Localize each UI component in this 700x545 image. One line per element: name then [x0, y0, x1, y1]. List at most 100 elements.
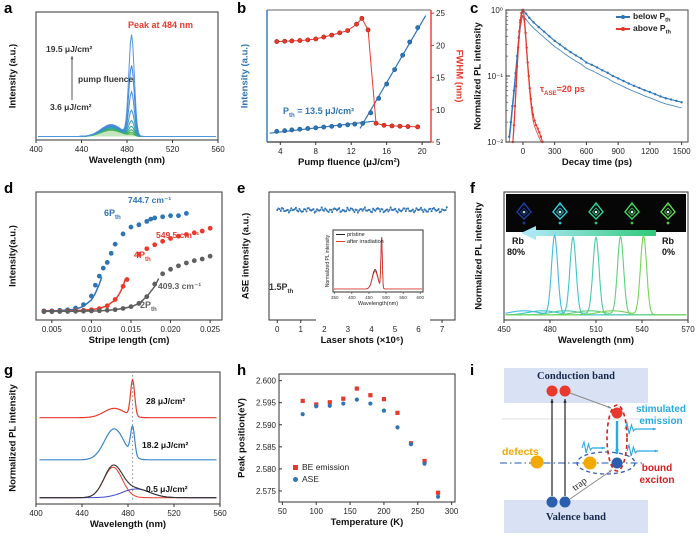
panel-h-letter: h: [237, 362, 247, 379]
legend-after-irradiation: after irradiation: [336, 238, 384, 245]
legend-line-blue-icon: [616, 15, 630, 19]
svg-text:1500: 1500: [673, 147, 691, 156]
gain-2pth-label: 409.3 cm⁻¹: [158, 281, 202, 291]
panel-c: 0 300 600 900 1200 1500 10⁰ 10⁻¹ 10⁻² c Normaliz…: [466, 0, 700, 180]
svg-text:570: 570: [681, 325, 695, 334]
svg-text:12: 12: [347, 147, 356, 156]
panel-d-xlabel: Stripe length (cm): [88, 335, 170, 346]
svg-text:0: 0: [521, 147, 526, 156]
panel-f-letter: f: [470, 180, 475, 197]
panel-e-xlabel: Laser shots (×10⁶): [320, 335, 404, 346]
svg-text:560: 560: [211, 145, 225, 154]
gain-4pth-label: 549.5 cm⁻¹: [156, 230, 200, 240]
svg-text:480: 480: [543, 325, 557, 334]
panel-h-plot: 50 100 150 200 250 300 2.575 2.580 2.585 2.590 2.5…: [256, 373, 459, 516]
panel-a: 400 440 480 520 560 a Intensity (a.u.) Wavel…: [0, 0, 233, 180]
panel-c-ylabel: Normalized PL intensity: [472, 22, 484, 130]
svg-text:0.025: 0.025: [200, 325, 221, 334]
inset-ylabel: Normalized PL intensity: [325, 234, 331, 288]
stimulated-emission-label: stimulated emission: [621, 404, 700, 428]
panel-g-plot: 400 440 480 520 560: [29, 371, 227, 518]
panel-e-ylabel: ASE intensity (a.u.): [240, 212, 252, 300]
svg-text:8: 8: [314, 147, 319, 156]
svg-text:1: 1: [299, 325, 304, 334]
gain-6pth-label: 744.7 cm⁻¹: [128, 195, 172, 205]
svg-text:400: 400: [29, 145, 43, 154]
svg-text:150: 150: [343, 507, 357, 516]
pump-level-label: 1.5Pth: [269, 282, 294, 295]
panel-g-letter: g: [4, 362, 14, 379]
conduction-band-label: Conduction band: [537, 371, 615, 382]
panel-b-ylabel-left: Intensity (a.u.): [239, 43, 251, 109]
panel-b: 4 8 12 16 20 5 10 15 20 25 b Intensity (a.u.) FWH…: [233, 0, 466, 180]
legend-circle-blue-icon: [293, 476, 298, 482]
svg-text:20: 20: [418, 147, 427, 156]
svg-text:20: 20: [436, 41, 445, 50]
panel-f-ylabel: Normalized PL intensity: [473, 202, 485, 310]
fluence-bottom-annotation: 3.6 μJ/cm²: [50, 102, 92, 112]
bound-line2: exciton: [639, 475, 675, 486]
panel-b-letter: b: [237, 0, 247, 17]
svg-text:480: 480: [121, 509, 135, 518]
panel-b-xlabel: Pump fluence (μJ/cm²): [298, 157, 400, 168]
svg-text:450: 450: [497, 325, 511, 334]
svg-text:0.015: 0.015: [121, 325, 142, 334]
threshold-annotation: Pth = 13.5 μJ/cm²: [283, 106, 355, 119]
threshold-2pth-label: 2Pth: [140, 300, 157, 313]
stimulated-line1: stimulated: [635, 404, 686, 415]
fluence-top-annotation: 19.5 μJ/cm²: [46, 44, 93, 54]
panel-i-letter: i: [470, 362, 475, 379]
svg-text:10⁰: 10⁰: [491, 6, 503, 15]
svg-text:2: 2: [322, 325, 327, 334]
svg-text:5: 5: [393, 325, 398, 334]
svg-text:200: 200: [377, 507, 391, 516]
legend-line-red-icon: [616, 27, 630, 31]
legend-above-pth-label: above Pth: [633, 22, 672, 36]
legend-pristine-label: pristine: [347, 231, 365, 238]
panel-d: 0.005 0.010 0.015 0.020 0.025 d Intensity(a.…: [0, 180, 233, 362]
panel-c-plot: 0 300 600 900 1200 1500 10⁰ 10⁻¹ 10⁻²: [487, 6, 691, 156]
rb-left-label: Rb: [512, 236, 524, 246]
legend-ase: ASE: [293, 473, 349, 485]
peak-position-legend: BE emission ASE: [293, 461, 349, 485]
panel-i: i Conduction band Valence band defects s…: [466, 362, 700, 545]
panel-h: 50 100 150 200 250 300 2.575 2.580 2.585 2.590 2.5…: [233, 362, 466, 545]
svg-text:300: 300: [445, 507, 459, 516]
svg-text:100: 100: [310, 507, 324, 516]
panel-f: 450 480 510 540 570 f Normalized PL intensit…: [466, 180, 700, 362]
svg-text:1200: 1200: [641, 147, 659, 156]
legend-below-pth: below Pth: [616, 11, 671, 23]
panel-g-xlabel: Wavelength (nm): [89, 519, 167, 530]
svg-text:250: 250: [411, 507, 425, 516]
fluence-28-label: 28 μJ/cm²: [146, 396, 186, 406]
svg-text:4: 4: [369, 325, 374, 334]
legend-square-red-icon: [293, 464, 298, 470]
legend-line-red-icon: [336, 241, 345, 242]
svg-text:2.580: 2.580: [256, 465, 277, 474]
panel-e: 0 1 2 3 4 5 6 7 350 400 450 500 550 600 e ASE intensi…: [233, 180, 466, 362]
svg-text:10: 10: [436, 106, 445, 115]
svg-text:25: 25: [436, 9, 445, 18]
svg-text:550: 550: [399, 295, 407, 300]
panel-e-plot: 0 1 2 3 4 5 6 7 350 400 450 500 550 600: [268, 191, 456, 334]
svg-text:0.010: 0.010: [81, 325, 102, 334]
legend-ase-label: ASE: [302, 474, 320, 484]
panel-i-diagram: [500, 368, 658, 533]
rb-left-pct-label: 80%: [507, 247, 526, 257]
rb-right-pct-label: 0%: [662, 247, 676, 257]
svg-text:0.005: 0.005: [42, 325, 63, 334]
svg-text:560: 560: [213, 509, 227, 518]
legend-line-black-icon: [336, 234, 345, 235]
svg-text:500: 500: [382, 295, 390, 300]
svg-text:450: 450: [365, 295, 373, 300]
decay-legend: below Pth above Pth: [616, 11, 671, 35]
svg-text:520: 520: [167, 509, 181, 518]
legend-after-irradiation-label: after irradiation: [347, 238, 384, 245]
svg-text:540: 540: [635, 325, 649, 334]
svg-text:300: 300: [548, 147, 562, 156]
fluence-05-label: 0.5 μJ/cm²: [146, 484, 188, 494]
svg-text:3: 3: [346, 325, 351, 334]
svg-text:10⁻¹: 10⁻¹: [487, 72, 503, 81]
valence-band-label: Valence band: [545, 512, 606, 523]
panel-e-letter: e: [237, 180, 246, 197]
